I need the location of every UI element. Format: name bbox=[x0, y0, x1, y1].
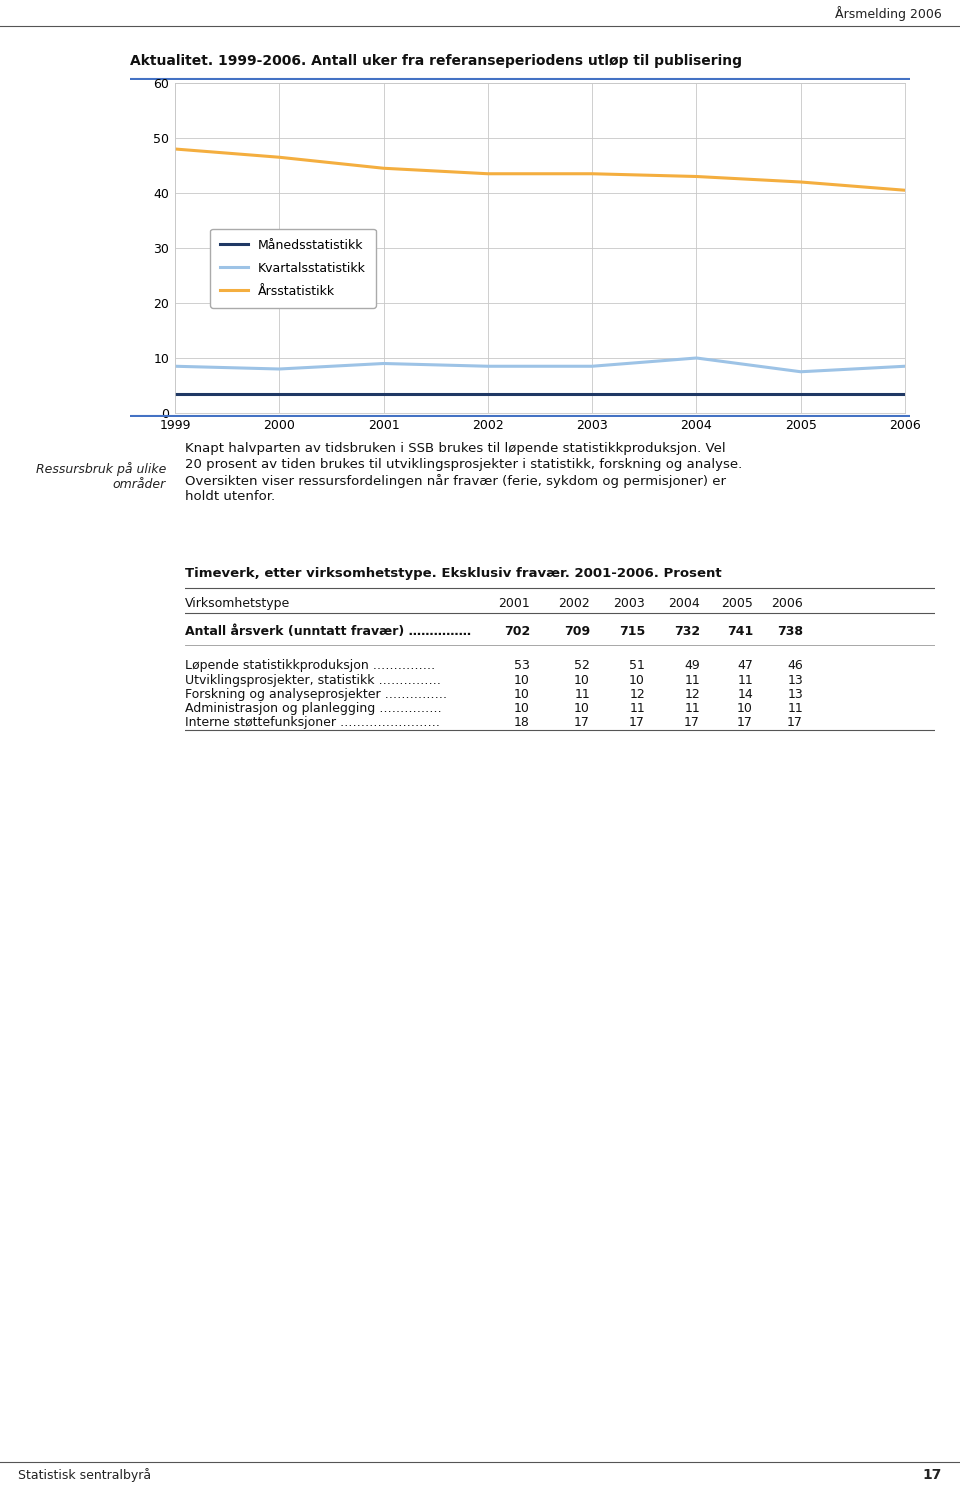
Text: 10: 10 bbox=[737, 702, 753, 715]
Text: 2005: 2005 bbox=[721, 597, 753, 611]
Text: 52: 52 bbox=[574, 658, 590, 672]
Text: holdt utenfor.: holdt utenfor. bbox=[185, 490, 276, 503]
Text: 2004: 2004 bbox=[668, 597, 700, 611]
Text: 17: 17 bbox=[629, 717, 645, 729]
Text: 10: 10 bbox=[515, 688, 530, 702]
Text: Aktualitet. 1999-2006. Antall uker fra referanseperiodens utløp til publisering: Aktualitet. 1999-2006. Antall uker fra r… bbox=[130, 54, 742, 69]
Text: 741: 741 bbox=[727, 626, 753, 638]
Text: Virksomhetstype: Virksomhetstype bbox=[185, 597, 290, 611]
Text: 49: 49 bbox=[684, 658, 700, 672]
Text: Administrasjon og planlegging ……………: Administrasjon og planlegging …………… bbox=[185, 702, 442, 715]
Text: 46: 46 bbox=[787, 658, 803, 672]
Text: 702: 702 bbox=[504, 626, 530, 638]
Text: 47: 47 bbox=[737, 658, 753, 672]
Text: 715: 715 bbox=[619, 626, 645, 638]
Text: Løpende statistikkproduksjon ……………: Løpende statistikkproduksjon …………… bbox=[185, 658, 435, 672]
Text: 12: 12 bbox=[684, 688, 700, 702]
Text: Årsmelding 2006: Årsmelding 2006 bbox=[835, 6, 942, 21]
Text: 11: 11 bbox=[629, 702, 645, 715]
Text: 11: 11 bbox=[684, 702, 700, 715]
Text: 17: 17 bbox=[684, 717, 700, 729]
Text: Statistisk sentralbyrå: Statistisk sentralbyrå bbox=[18, 1468, 151, 1483]
Text: 738: 738 bbox=[777, 626, 803, 638]
Text: 11: 11 bbox=[684, 673, 700, 687]
Text: 10: 10 bbox=[574, 702, 590, 715]
Text: 10: 10 bbox=[629, 673, 645, 687]
Text: 10: 10 bbox=[515, 702, 530, 715]
Text: 13: 13 bbox=[787, 673, 803, 687]
Text: 17: 17 bbox=[923, 1468, 942, 1483]
Text: 18: 18 bbox=[515, 717, 530, 729]
Text: 10: 10 bbox=[515, 673, 530, 687]
Text: Ressursbruk på ulike: Ressursbruk på ulike bbox=[36, 461, 166, 476]
Text: Knapt halvparten av tidsbruken i SSB brukes til løpende statistikkproduksjon. Ve: Knapt halvparten av tidsbruken i SSB bru… bbox=[185, 442, 726, 455]
Text: Antall årsverk (unntatt fravær) ……………: Antall årsverk (unntatt fravær) …………… bbox=[185, 626, 471, 638]
Text: 13: 13 bbox=[787, 688, 803, 702]
Text: 2003: 2003 bbox=[613, 597, 645, 611]
Text: 11: 11 bbox=[737, 673, 753, 687]
Text: 2006: 2006 bbox=[771, 597, 803, 611]
Text: 2001: 2001 bbox=[498, 597, 530, 611]
Text: Utviklingsprosjekter, statistikk ……………: Utviklingsprosjekter, statistikk …………… bbox=[185, 673, 441, 687]
Text: 732: 732 bbox=[674, 626, 700, 638]
Text: 12: 12 bbox=[629, 688, 645, 702]
Text: 11: 11 bbox=[574, 688, 590, 702]
Text: 2002: 2002 bbox=[559, 597, 590, 611]
Text: 709: 709 bbox=[564, 626, 590, 638]
Text: 10: 10 bbox=[574, 673, 590, 687]
Text: 17: 17 bbox=[787, 717, 803, 729]
Text: Oversikten viser ressursfordelingen når fravær (ferie, sykdom og permisjoner) er: Oversikten viser ressursfordelingen når … bbox=[185, 473, 726, 488]
Text: Forskning og analyseprosjekter ……………: Forskning og analyseprosjekter …………… bbox=[185, 688, 447, 702]
Text: 14: 14 bbox=[737, 688, 753, 702]
Text: 17: 17 bbox=[574, 717, 590, 729]
Text: 20 prosent av tiden brukes til utviklingsprosjekter i statistikk, forskning og a: 20 prosent av tiden brukes til utvikling… bbox=[185, 458, 742, 470]
Text: 11: 11 bbox=[787, 702, 803, 715]
Text: Interne støttefunksjoner ……………………: Interne støttefunksjoner …………………… bbox=[185, 717, 440, 729]
Text: 51: 51 bbox=[629, 658, 645, 672]
Text: områder: områder bbox=[112, 478, 166, 491]
Text: Timeverk, etter virksomhetstype. Eksklusiv fravær. 2001-2006. Prosent: Timeverk, etter virksomhetstype. Eksklus… bbox=[185, 566, 722, 579]
Text: 17: 17 bbox=[737, 717, 753, 729]
Legend: Månedsstatistikk, Kvartalsstatistikk, Årsstatistikk: Månedsstatistikk, Kvartalsstatistikk, År… bbox=[210, 228, 375, 308]
Text: 53: 53 bbox=[515, 658, 530, 672]
